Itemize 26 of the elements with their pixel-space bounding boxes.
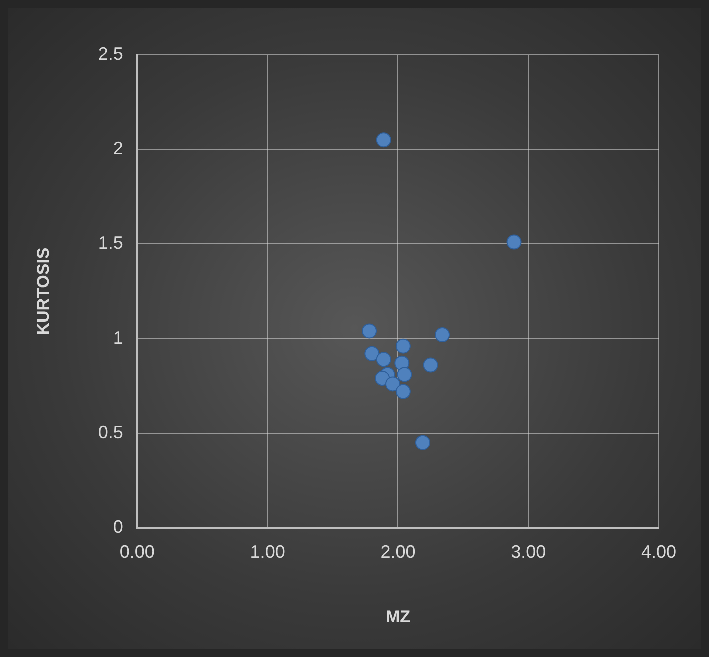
- point: [362, 324, 378, 339]
- point: [506, 234, 522, 250]
- x-tick-label: 0.00: [120, 542, 155, 562]
- point: [385, 376, 400, 392]
- point: [415, 435, 430, 450]
- x-tick-label: 1.00: [250, 542, 286, 562]
- point: [435, 328, 450, 343]
- x-tick-label: 4.00: [641, 542, 677, 562]
- point: [364, 346, 380, 362]
- y-tick-label: 0: [113, 516, 124, 537]
- point: [397, 367, 412, 382]
- y-tick-label: 2.5: [98, 44, 124, 64]
- point: [376, 352, 392, 368]
- point: [423, 358, 438, 373]
- y-tick-label: 1: [113, 328, 124, 348]
- y-tick-label: 1.5: [98, 233, 124, 254]
- y-tick-label: 0.5: [98, 422, 124, 442]
- x-tick-label: 2.00: [380, 542, 416, 562]
- point: [396, 338, 411, 354]
- point: [376, 132, 392, 148]
- y-tick-label: 2: [113, 138, 124, 159]
- point: [396, 384, 411, 400]
- point: [375, 371, 390, 386]
- x-axis-title: MZ: [386, 607, 410, 626]
- x-tick-label: 3.00: [511, 542, 546, 562]
- y-axis-title: KURTOSIS: [34, 248, 53, 336]
